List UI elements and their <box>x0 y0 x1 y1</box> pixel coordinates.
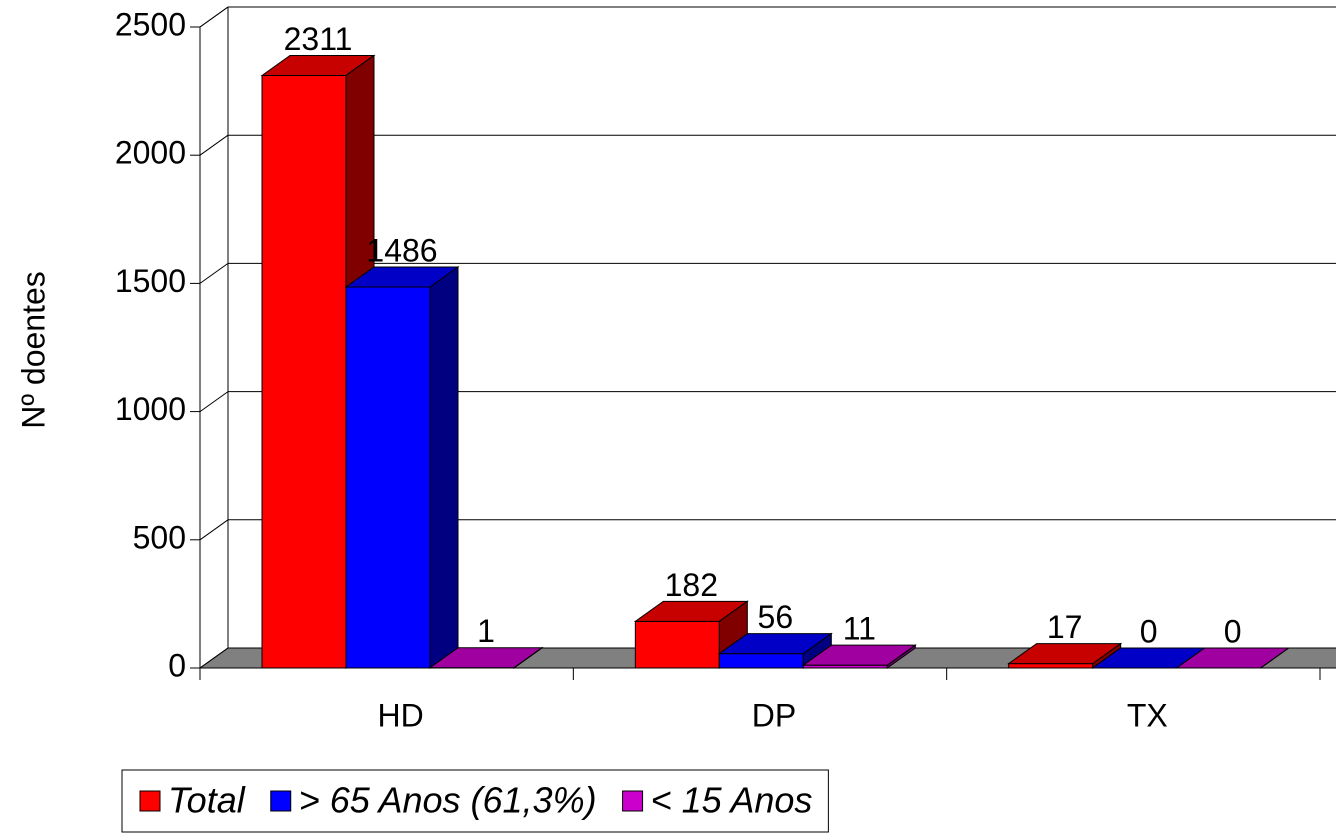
y-tick-label: 1000 <box>115 391 186 427</box>
grid-line <box>199 519 229 541</box>
legend-swatch <box>270 790 292 812</box>
y-axis-label: Nº doentes <box>15 271 51 429</box>
y-tick-label: 2000 <box>115 135 186 171</box>
y-tick-label: 2500 <box>115 6 186 42</box>
bar-front <box>345 286 431 669</box>
x-tick-label: DP <box>752 697 796 733</box>
side-wall-edge <box>199 647 229 669</box>
bar-front <box>1008 663 1094 669</box>
legend-swatch <box>622 790 644 812</box>
legend-label: Total <box>168 780 246 821</box>
data-label: 1486 <box>366 232 437 268</box>
bar-side <box>1260 647 1289 669</box>
data-label: 11 <box>843 611 876 647</box>
bar-side <box>886 644 916 669</box>
data-label: 0 <box>1224 613 1242 649</box>
bar-front <box>718 653 804 669</box>
data-label: 56 <box>758 599 794 635</box>
legend-box <box>121 769 829 833</box>
y-tick-label: 0 <box>168 647 186 683</box>
legend-label: > 65 Anos (61,3%) <box>299 780 597 821</box>
data-label: 1 <box>477 613 495 649</box>
x-tick-label: TX <box>1127 697 1168 733</box>
grid-line <box>199 262 229 284</box>
data-label: 17 <box>1047 609 1083 645</box>
grid-line <box>199 134 229 156</box>
data-label: 0 <box>1140 613 1158 649</box>
grid-line <box>199 6 229 28</box>
bar-side <box>429 266 459 669</box>
x-tick-label: HD <box>378 697 424 733</box>
bar-front <box>634 620 720 669</box>
legend-swatch <box>139 790 161 812</box>
data-label: 182 <box>665 567 718 603</box>
bar-front <box>261 74 347 669</box>
grid-line <box>199 391 229 413</box>
y-tick-label: 500 <box>133 519 186 555</box>
data-label: 2311 <box>284 21 353 57</box>
y-tick-label: 1500 <box>115 263 186 299</box>
legend-label: < 15 Anos <box>651 780 813 821</box>
bar-side <box>513 646 543 669</box>
